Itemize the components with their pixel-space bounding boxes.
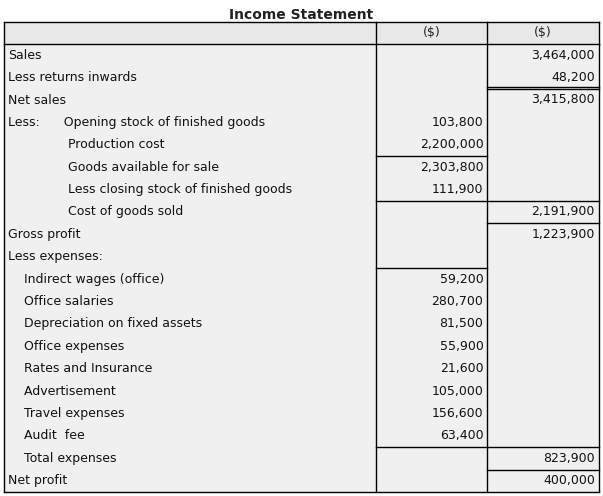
Text: ($): ($): [534, 26, 552, 40]
Text: Less:      Opening stock of finished goods: Less: Opening stock of finished goods: [8, 116, 265, 129]
Text: Total expenses: Total expenses: [8, 452, 116, 465]
Text: 3,415,800: 3,415,800: [531, 94, 595, 107]
Text: Cost of goods sold: Cost of goods sold: [8, 205, 183, 219]
Text: 111,900: 111,900: [432, 183, 484, 196]
Text: 103,800: 103,800: [432, 116, 484, 129]
Text: 3,464,000: 3,464,000: [531, 49, 595, 62]
Text: Gross profit: Gross profit: [8, 228, 80, 241]
Bar: [4, 22, 599, 44]
Text: Less closing stock of finished goods: Less closing stock of finished goods: [8, 183, 292, 196]
Text: 105,000: 105,000: [432, 385, 484, 398]
Text: 156,600: 156,600: [432, 407, 484, 420]
Text: 21,600: 21,600: [440, 362, 484, 375]
Text: Indirect wages (office): Indirect wages (office): [8, 273, 165, 286]
Text: 280,700: 280,700: [432, 295, 484, 308]
Text: Travel expenses: Travel expenses: [8, 407, 124, 420]
Text: Less expenses:: Less expenses:: [8, 250, 103, 263]
Text: Audit  fee: Audit fee: [8, 430, 85, 442]
Text: 48,200: 48,200: [551, 71, 595, 84]
Text: ($): ($): [423, 26, 441, 40]
Text: 81,500: 81,500: [440, 317, 484, 330]
Text: Net profit: Net profit: [8, 474, 68, 487]
Text: Net sales: Net sales: [8, 94, 66, 107]
Text: Less returns inwards: Less returns inwards: [8, 71, 137, 84]
Text: Goods available for sale: Goods available for sale: [8, 161, 219, 174]
Text: Income Statement: Income Statement: [229, 8, 374, 22]
Text: 1,223,900: 1,223,900: [532, 228, 595, 241]
Text: Sales: Sales: [8, 49, 42, 62]
Text: 55,900: 55,900: [440, 340, 484, 353]
Text: Rates and Insurance: Rates and Insurance: [8, 362, 153, 375]
Text: 2,200,000: 2,200,000: [420, 138, 484, 151]
Text: Advertisement: Advertisement: [8, 385, 116, 398]
Text: Office expenses: Office expenses: [8, 340, 124, 353]
Text: Depreciation on fixed assets: Depreciation on fixed assets: [8, 317, 202, 330]
Text: Production cost: Production cost: [8, 138, 165, 151]
Text: 63,400: 63,400: [440, 430, 484, 442]
Text: 2,303,800: 2,303,800: [420, 161, 484, 174]
Text: Office salaries: Office salaries: [8, 295, 113, 308]
Text: 400,000: 400,000: [543, 474, 595, 487]
Text: 2,191,900: 2,191,900: [532, 205, 595, 219]
Text: 823,900: 823,900: [543, 452, 595, 465]
Text: 59,200: 59,200: [440, 273, 484, 286]
